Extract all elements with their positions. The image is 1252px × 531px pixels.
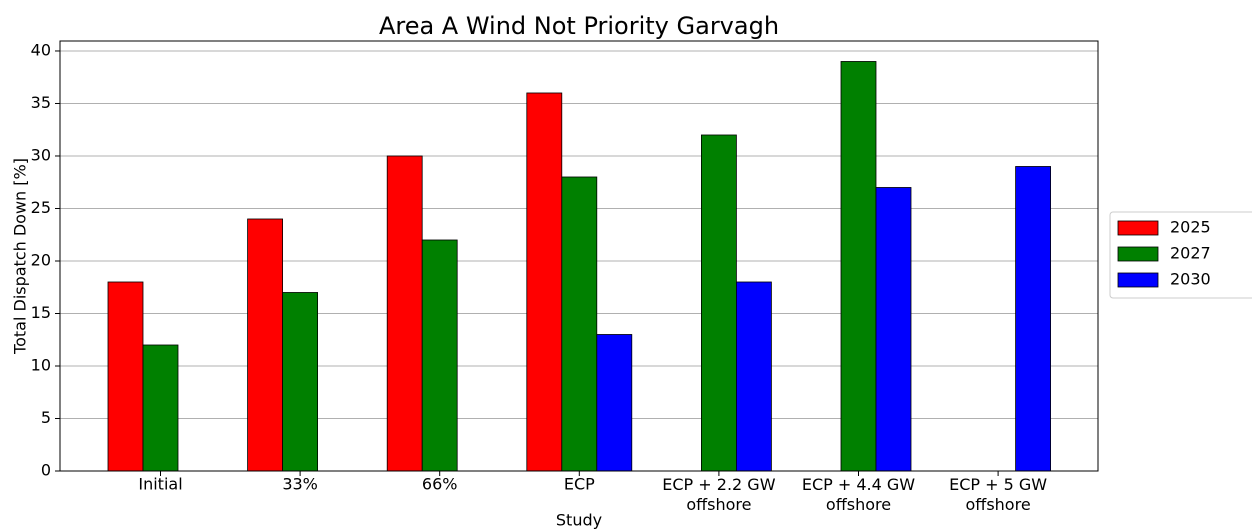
x-tick-label: ECP + 2.2 GW offshore [662,475,775,514]
x-tick-label: 66% [422,475,458,494]
legend-label: 2030 [1170,270,1211,289]
y-tick-label: 35 [31,93,51,112]
bar [142,344,179,472]
y-tick-label: 30 [31,145,51,164]
bar [736,281,772,472]
y-tick-label: 15 [31,303,51,322]
chart-title: Area A Wind Not Priority Garvagh [379,12,779,40]
x-axis-label: Study [556,511,602,530]
bar [561,176,598,472]
bar [840,61,877,472]
bar [386,155,423,472]
x-tick-label: ECP + 5 GW offshore [949,475,1047,514]
y-tick-label: 20 [31,250,51,269]
y-tick-label: 25 [31,198,51,217]
bar [282,292,319,472]
bar [701,134,737,472]
legend-swatch [1117,220,1159,236]
x-tick-label: Initial [138,475,182,494]
legend-label: 2027 [1170,244,1211,263]
y-tick-label: 10 [31,355,51,374]
y-axis-label: Total Dispatch Down [%] [11,158,30,355]
legend-swatch [1117,246,1159,262]
legend-swatch [1117,272,1159,288]
bar [1015,166,1051,472]
bar [875,187,912,472]
bar [247,218,284,472]
bar [526,92,563,472]
legend-label: 2025 [1170,218,1211,237]
x-tick-label: 33% [282,475,318,494]
bar [596,334,633,472]
y-tick-label: 0 [41,461,51,480]
x-tick-label: ECP [564,475,595,494]
plot-frame [59,40,1099,472]
x-tick-label: ECP + 4.4 GW offshore [802,475,915,514]
bar [421,239,458,472]
y-tick-label: 40 [31,40,51,59]
bar [107,281,144,472]
y-tick-label: 5 [41,408,51,427]
